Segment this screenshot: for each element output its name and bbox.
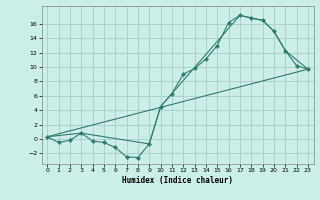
- X-axis label: Humidex (Indice chaleur): Humidex (Indice chaleur): [122, 176, 233, 185]
